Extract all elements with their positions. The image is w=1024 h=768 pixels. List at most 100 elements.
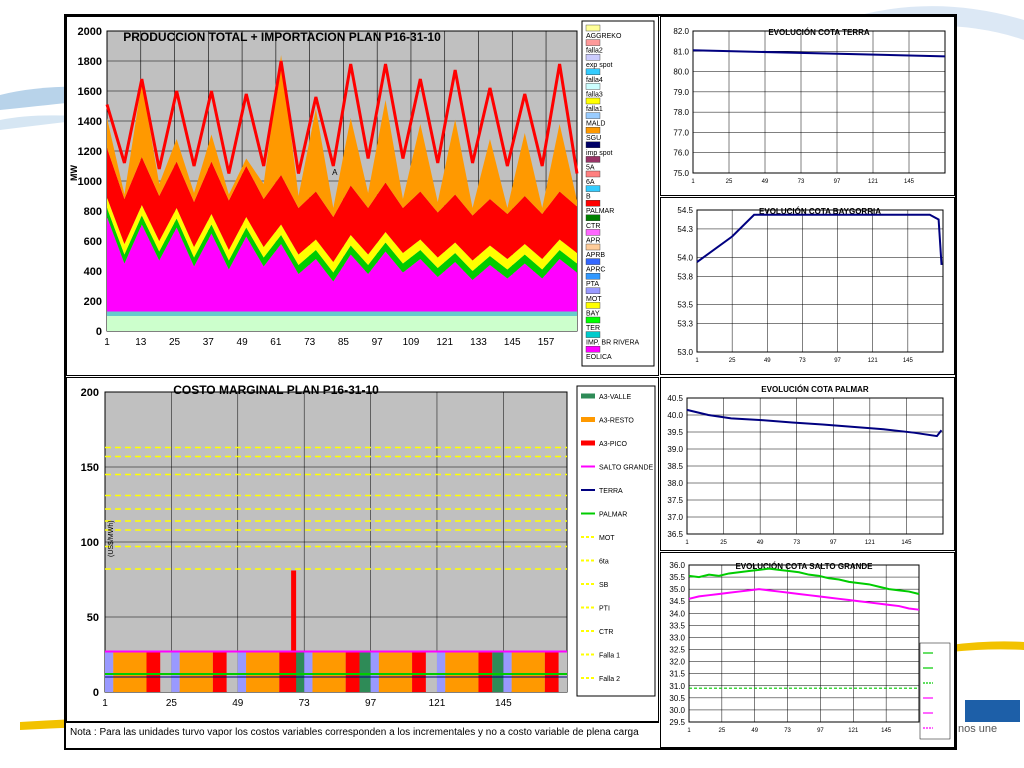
legend-label: SGU (586, 135, 601, 142)
x-tick-label: 25 (720, 540, 727, 546)
y-tick-label: 30.5 (669, 694, 685, 703)
legend-swatch (585, 24, 601, 32)
x-tick-label: 1 (695, 358, 699, 364)
y-tick-label: 29.5 (669, 718, 685, 727)
legend-label: falla2 (586, 48, 603, 55)
y-axis-label: MW (69, 165, 79, 181)
y-tick-label: 37.5 (667, 496, 683, 505)
x-tick-label: 37 (203, 337, 215, 348)
cost-bar (160, 651, 172, 692)
chart-title: COSTO MARGINAL PLAN P16-31-10 (173, 383, 379, 397)
y-tick-label: 78.0 (673, 108, 689, 117)
cost-bar (113, 651, 147, 692)
costo-marginal-chart: 0 50 100 150 200 1 25 49 73 97 121 145 COSTO MARGINA… (81, 383, 656, 709)
legend-label: MOT (586, 296, 602, 303)
x-tick-label: 121 (868, 358, 879, 364)
y-tick-label: 80.0 (673, 68, 689, 77)
y-tick-label: 200 (84, 296, 102, 308)
cost-bar (544, 651, 559, 692)
produccion-panel: 0 200 400 600 800 1000 1200 1400 1600 1800 2000 1 13… (66, 16, 659, 376)
cost-bar (370, 651, 379, 692)
chart-title: EVOLUCIÓN COTA TERRA (768, 28, 870, 37)
x-tick-label: 97 (365, 698, 377, 709)
y-tick-label: 54.3 (677, 225, 693, 234)
y-tick-label: 1800 (78, 56, 102, 68)
cost-bar (304, 651, 313, 692)
cost-bar (212, 651, 227, 692)
legend-swatch (585, 68, 601, 75)
chart-title: PRODUCCION TOTAL + IMPORTACION PLAN P16-… (123, 30, 441, 44)
x-tick-label: 49 (232, 698, 244, 709)
x-tick-label: 121 (865, 540, 876, 546)
x-tick-label: 97 (834, 179, 841, 185)
annotation-label: A (332, 168, 338, 177)
cost-bar (412, 651, 426, 692)
legend-label: IMP. BR RIVERA (586, 340, 639, 347)
y-tick-label: 2000 (78, 26, 102, 38)
costo-panel: 0 50 100 150 200 1 25 49 73 97 121 145 COSTO MARGINA… (66, 377, 659, 722)
plot-area (696, 209, 944, 353)
cost-bar (359, 651, 371, 692)
y-tick-label: 32.0 (669, 658, 685, 667)
legend-label: AGGREKO (586, 33, 622, 40)
logo-tagline: nos une (958, 723, 998, 735)
y-tick-label: 1000 (78, 176, 102, 188)
y-tick-label: 39.5 (667, 428, 683, 437)
x-tick-label: 25 (166, 698, 178, 709)
x-tick-label: 49 (762, 179, 769, 185)
cota-line (696, 213, 943, 265)
y-tick-label: 82.0 (673, 27, 689, 36)
x-tick-label: 133 (470, 337, 487, 348)
area-imp-br-rivera (107, 311, 577, 316)
y-tick-label: 53.8 (677, 272, 693, 281)
cota-baygorria-chart: 53.0 53.3 53.5 53.8 54.0 54.3 54.5 1 25 49 73 97 121… (677, 206, 944, 364)
cost-bar (293, 651, 305, 692)
x-tick-label: 145 (901, 540, 912, 546)
legend-label: CTR (586, 223, 600, 230)
y-tick-label: 1600 (78, 86, 102, 98)
area-sgu (107, 55, 577, 217)
x-tick-label: 145 (881, 728, 892, 734)
x-tick-label: 49 (751, 728, 758, 734)
logo-mark (965, 700, 1020, 722)
x-tick-label: 145 (495, 698, 512, 709)
x-tick-label: 121 (429, 698, 446, 709)
y-tick-label: 54.0 (677, 253, 693, 262)
cost-bar (492, 651, 504, 692)
x-tick-label: 121 (848, 728, 859, 734)
y-tick-label: 31.0 (669, 682, 685, 691)
cota-line (688, 567, 920, 595)
y-tick-label: 800 (84, 206, 102, 218)
y-tick-label: 200 (81, 387, 99, 399)
legend-label: falla4 (586, 77, 603, 84)
y-tick-label: 35.5 (669, 573, 685, 582)
cost-spike-bar (291, 570, 297, 692)
cost-bar (146, 651, 161, 692)
x-tick-label: 157 (538, 337, 555, 348)
y-tick-label: 40.5 (667, 394, 683, 403)
legend-box (576, 385, 656, 697)
cost-bar (345, 651, 360, 692)
x-tick-label: 73 (784, 728, 791, 734)
chart-title: EVOLUCIÓN COTA PALMAR (761, 385, 869, 394)
cost-bar (246, 651, 280, 692)
x-tick-label: 25 (169, 337, 181, 348)
x-tick-label: 25 (726, 179, 733, 185)
y-tick-label: 76.0 (673, 149, 689, 158)
x-tick-label: 85 (338, 337, 350, 348)
y-tick-label: 100 (81, 537, 99, 549)
cost-bar (558, 651, 567, 692)
cost-bar (179, 651, 213, 692)
cost-bar (445, 651, 479, 692)
y-tick-label: 53.3 (677, 320, 693, 329)
legend-label: falla3 (586, 91, 603, 98)
plot-area (692, 30, 946, 174)
produccion-chart: 0 200 400 600 800 1000 1200 1400 1600 1800 2000 1 13… (69, 20, 655, 367)
terra-panel: 75.0 76.0 77.0 78.0 79.0 80.0 81.0 82.0 1 25 49 73 9… (660, 16, 955, 196)
y-tick-label: 77.0 (673, 128, 689, 137)
legend-swatch (585, 141, 601, 149)
x-tick-label: 145 (904, 179, 915, 185)
legend-label: MALD (586, 121, 605, 128)
legend-label: APRB (586, 252, 605, 259)
legend-swatch (585, 126, 601, 134)
